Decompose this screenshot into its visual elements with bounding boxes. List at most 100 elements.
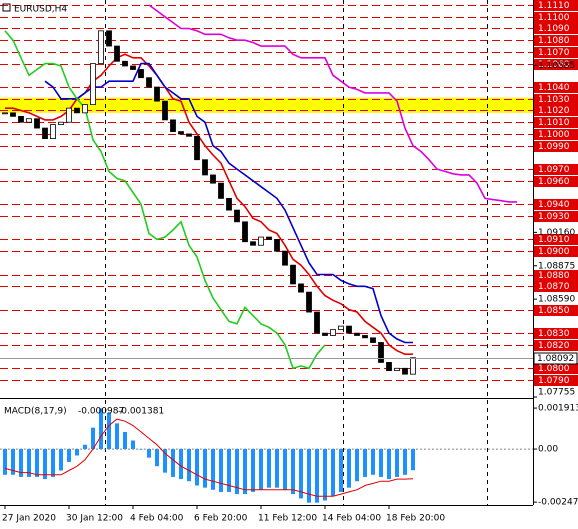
histogram-bar [315, 449, 319, 503]
x-tick-label: 6 Feb 20:00 [194, 514, 248, 524]
level-label-box [534, 176, 578, 187]
histogram-bar [11, 449, 15, 475]
candle [74, 107, 80, 114]
chart-title: EURUSD,H4 [14, 5, 67, 15]
y-tick-label: 1.08590 [538, 295, 575, 305]
histogram-bar [171, 449, 175, 477]
candle [234, 209, 240, 223]
y-tick-label: 1.07755 [538, 388, 575, 398]
candle [314, 311, 320, 334]
level-label-box [534, 59, 578, 70]
level-label: 1.1080 [538, 36, 570, 46]
histogram-bar [259, 449, 263, 490]
y-tick-label: 0.00 [538, 445, 558, 455]
level-label-box [534, 246, 578, 257]
histogram-bar [27, 449, 31, 477]
histogram-bar [43, 449, 47, 480]
level-label: 1.1010 [538, 118, 570, 128]
level-label-box [534, 328, 578, 339]
level-label-box [534, 12, 578, 23]
histogram-bar [147, 449, 151, 458]
y-tick-label: -0.002476 [538, 498, 578, 508]
histogram-bar [395, 449, 399, 477]
level-label-box [534, 234, 578, 245]
level-label: 1.1040 [538, 83, 570, 93]
histogram-bar [291, 449, 295, 495]
histogram-bar [91, 427, 95, 450]
level-label: 1.0790 [538, 376, 570, 386]
candle [98, 30, 104, 65]
histogram-bar [235, 449, 239, 495]
histogram-bar [51, 449, 55, 477]
histogram-bar [275, 449, 279, 488]
histogram-bar [387, 449, 391, 480]
histogram-bar [251, 449, 255, 492]
candle [154, 86, 160, 102]
candle [258, 236, 264, 246]
candle [178, 131, 184, 135]
histogram-bar [67, 449, 71, 462]
level-label: 1.0940 [538, 200, 570, 210]
level-label-box [534, 281, 578, 292]
histogram-bar [203, 449, 207, 488]
level-label-box [534, 47, 578, 58]
level-label-box [534, 375, 578, 386]
level-label-box [534, 117, 578, 128]
level-label-box [534, 199, 578, 210]
level-label-box [534, 164, 578, 175]
symbol-icon [2, 3, 11, 12]
candle [330, 329, 336, 336]
level-label: 1.0930 [538, 212, 570, 222]
histogram-bar [355, 449, 359, 482]
macd-title: MACD(8,17,9) [4, 407, 67, 417]
level-label: 1.1000 [538, 130, 570, 140]
candle [58, 121, 64, 125]
x-tick-label: 30 Jan 12:00 [66, 514, 123, 524]
y-tick-label: 1.10585 [538, 61, 575, 71]
histogram-bar [155, 449, 159, 467]
level-label: 1.0800 [538, 364, 570, 374]
candle [250, 241, 256, 246]
candle [218, 182, 224, 199]
signal-readout: -0.001381 [118, 407, 164, 417]
level-label: 1.0870 [538, 282, 570, 292]
level-label-box [534, 82, 578, 93]
level-label-box [534, 105, 578, 116]
candle [322, 332, 328, 336]
candle [210, 174, 216, 184]
histogram-bar [99, 408, 103, 450]
level-label: 1.0820 [538, 341, 570, 351]
candle [298, 283, 304, 293]
x-tick-label: 11 Feb 12:00 [258, 514, 317, 524]
candle [402, 367, 408, 375]
candle [170, 119, 176, 132]
level-label: 1.0830 [538, 329, 570, 339]
histogram-bar [3, 449, 7, 475]
candle [42, 127, 48, 140]
indicator-line [44, 62, 413, 344]
histogram-bar [363, 449, 367, 477]
candle [306, 291, 312, 313]
level-label: 1.0850 [538, 306, 570, 316]
y-tick-label: 0.001913 [538, 404, 578, 414]
histogram-bar [403, 449, 407, 475]
y-tick-label: 1.08875 [538, 261, 575, 271]
level-label: 1.0900 [538, 247, 570, 257]
candle [50, 124, 56, 140]
candle [18, 115, 24, 123]
candle [378, 342, 384, 363]
histogram-bar [179, 449, 183, 480]
candle [394, 367, 400, 372]
level-label-box [534, 305, 578, 316]
candle [138, 69, 144, 79]
current-price-label: 1.08092 [537, 354, 574, 364]
candle [362, 335, 368, 339]
candle [202, 159, 208, 176]
histogram-bar [59, 449, 63, 471]
level-label-box [534, 94, 578, 105]
histogram-bar [35, 449, 39, 477]
x-tick-label: 27 Jan 2020 [2, 514, 56, 524]
level-label-box [534, 35, 578, 46]
